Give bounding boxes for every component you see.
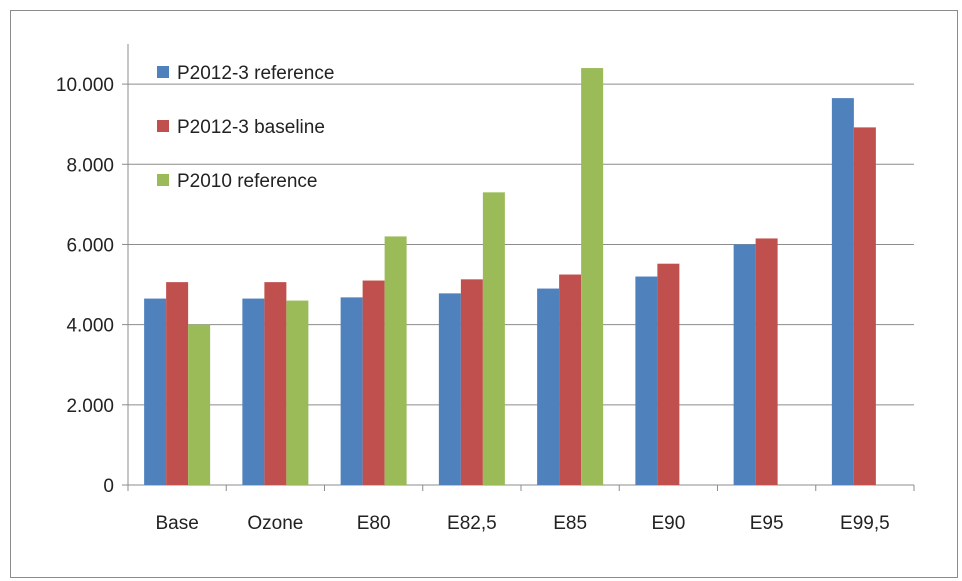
x-tick-label: E82,5 bbox=[447, 513, 497, 534]
x-tick-label: E99,5 bbox=[840, 513, 890, 534]
legend-label: P2012-3 reference bbox=[177, 63, 334, 84]
y-tick-label: 0 bbox=[103, 476, 114, 497]
y-tick-label: 6.000 bbox=[66, 235, 114, 256]
bar bbox=[438, 293, 461, 485]
bars bbox=[144, 68, 876, 486]
bar bbox=[733, 244, 756, 485]
bar bbox=[657, 263, 680, 485]
x-tick-label: E95 bbox=[750, 513, 784, 534]
bar bbox=[188, 324, 211, 485]
x-tick-label: E90 bbox=[651, 513, 685, 534]
bar bbox=[340, 297, 363, 485]
bar bbox=[581, 68, 604, 486]
legend-label: P2012-3 baseline bbox=[177, 117, 325, 138]
x-tick-label: Ozone bbox=[247, 513, 303, 534]
bar bbox=[853, 127, 876, 485]
bar bbox=[144, 298, 167, 485]
bar bbox=[264, 282, 287, 485]
legend-label: P2010 reference bbox=[177, 171, 318, 192]
bar bbox=[166, 282, 189, 485]
legend-swatch bbox=[157, 66, 169, 78]
legend-swatch bbox=[157, 174, 169, 186]
x-tick-label: E85 bbox=[553, 513, 587, 534]
legend: P2012-3 reference P2012-3 baseline P2010 r… bbox=[157, 63, 334, 192]
axes bbox=[122, 44, 915, 491]
bar bbox=[537, 288, 560, 485]
legend-swatch bbox=[157, 120, 169, 132]
x-tick-label: Base bbox=[155, 513, 198, 534]
y-tick-label: 2.000 bbox=[66, 396, 114, 417]
bar bbox=[559, 274, 582, 485]
bar bbox=[384, 236, 407, 485]
bar bbox=[362, 280, 385, 485]
y-tick-label: 8.000 bbox=[66, 155, 114, 176]
bar bbox=[242, 298, 265, 485]
bar bbox=[286, 300, 309, 485]
bar bbox=[460, 279, 483, 485]
bar bbox=[755, 238, 778, 485]
bar bbox=[831, 98, 854, 485]
tick-labels: 0 2.000 4.000 6.000 8.000 10.000 Base Ozone E80 E… bbox=[56, 75, 890, 534]
y-tick-label: 10.000 bbox=[56, 75, 114, 96]
bar bbox=[635, 276, 658, 485]
bar bbox=[482, 192, 505, 485]
y-tick-label: 4.000 bbox=[66, 316, 114, 337]
x-tick-label: E80 bbox=[357, 513, 391, 534]
